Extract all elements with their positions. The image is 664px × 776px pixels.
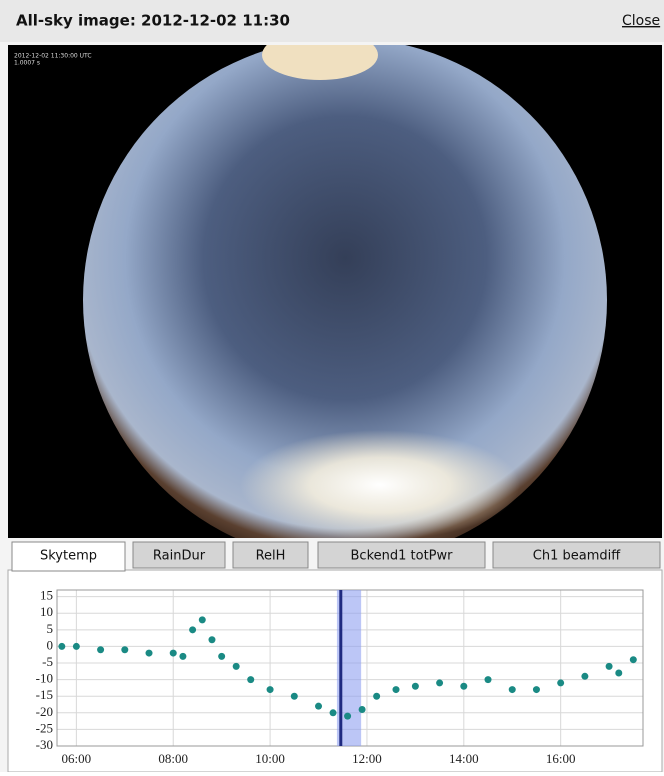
tab-label[interactable]: Bckend1 totPwr: [351, 549, 454, 564]
data-point: [315, 703, 322, 710]
tab-label[interactable]: RelH: [256, 549, 286, 564]
image-timestamp: 2012-12-02 11:30:00 UTC: [14, 53, 92, 60]
x-tick-label: 16:00: [546, 751, 576, 766]
data-point: [146, 650, 153, 657]
data-point: [208, 636, 215, 643]
y-tick-label: -30: [36, 737, 53, 752]
data-point: [121, 646, 128, 653]
data-point: [533, 686, 540, 693]
data-point: [485, 676, 492, 683]
data-point: [73, 643, 80, 650]
image-exposure: 1.0007 s: [14, 60, 40, 67]
x-tick-label: 10:00: [255, 751, 285, 766]
y-tick-label: -5: [42, 654, 53, 669]
data-point: [557, 679, 564, 686]
data-point: [606, 663, 613, 670]
data-point: [412, 683, 419, 690]
data-point: [330, 709, 337, 716]
dialog: All-sky image: 2012-12-02 11:30 Close 20…: [0, 0, 664, 772]
y-tick-label: -15: [36, 687, 53, 702]
data-point: [359, 706, 366, 713]
y-tick-label: -25: [36, 720, 53, 735]
data-point: [436, 679, 443, 686]
data-point: [630, 656, 637, 663]
data-point: [267, 686, 274, 693]
y-tick-label: 15: [40, 588, 53, 603]
data-point: [170, 650, 177, 657]
y-tick-label: -10: [36, 671, 53, 686]
data-point: [233, 663, 240, 670]
data-point: [97, 646, 104, 653]
y-tick-label: 5: [47, 621, 54, 636]
y-tick-label: 0: [47, 637, 54, 652]
data-point: [58, 643, 65, 650]
data-point: [199, 616, 206, 623]
data-point: [179, 653, 186, 660]
data-point: [344, 713, 351, 720]
y-tick-label: 10: [40, 604, 53, 619]
tab-label[interactable]: Ch1 beamdiff: [533, 549, 621, 564]
data-point: [615, 669, 622, 676]
chart-panel: [8, 570, 662, 772]
y-tick-label: -20: [36, 704, 53, 719]
data-point: [373, 693, 380, 700]
data-point: [581, 673, 588, 680]
x-tick-label: 06:00: [62, 751, 92, 766]
title: All-sky image: 2012-12-02 11:30: [16, 12, 290, 30]
data-point: [247, 676, 254, 683]
data-point: [393, 686, 400, 693]
x-tick-label: 08:00: [158, 751, 188, 766]
sky-image: 2012-12-02 11:30:00 UTC 1.0007 s: [8, 30, 662, 562]
data-point: [460, 683, 467, 690]
close-link[interactable]: Close: [622, 13, 660, 29]
tab-label[interactable]: Skytemp: [40, 549, 97, 564]
x-tick-label: 12:00: [352, 751, 382, 766]
data-point: [291, 693, 298, 700]
data-point: [509, 686, 516, 693]
x-tick-label: 14:00: [449, 751, 479, 766]
tab-label[interactable]: RainDur: [153, 549, 206, 564]
data-point: [218, 653, 225, 660]
data-point: [189, 626, 196, 633]
